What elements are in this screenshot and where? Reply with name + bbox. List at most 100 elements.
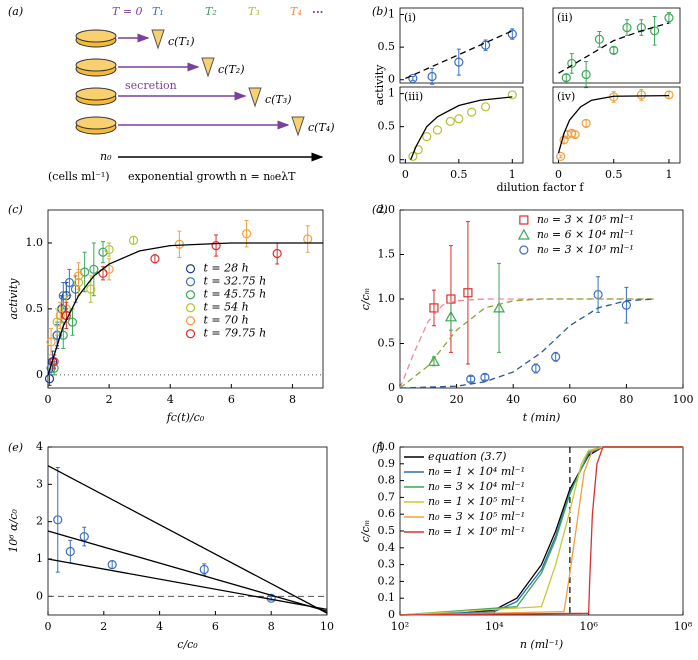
legend-symbol — [185, 303, 196, 313]
error-bar — [431, 289, 436, 327]
data-point — [531, 363, 541, 374]
data-point — [89, 264, 99, 274]
data-point — [649, 26, 660, 36]
legend-label: t = 54 h — [204, 301, 249, 314]
panel-label: (b) — [372, 5, 388, 18]
y-tick-label: 0.8 — [378, 474, 396, 487]
legend-label: n₀ = 3 × 10⁵ ml⁻¹ — [428, 510, 525, 523]
data-point — [150, 254, 160, 264]
axes-frame — [47, 446, 328, 616]
y-tick-label: 0 — [36, 368, 43, 381]
error-bar — [214, 234, 219, 257]
units-label: (cells ml⁻¹) — [48, 170, 110, 183]
error-bar — [82, 526, 87, 547]
legend-label: n₀ = 3 × 10⁵ ml⁻¹ — [537, 213, 634, 226]
error-bar — [70, 308, 75, 336]
data-point — [622, 22, 632, 33]
legend-symbol — [519, 215, 529, 225]
data-point — [581, 69, 591, 80]
data-point — [467, 107, 477, 117]
y-tick-label: 0 — [36, 589, 43, 602]
error-bar — [131, 235, 136, 245]
x-tick-label: 8 — [289, 393, 296, 406]
error-bar — [639, 19, 644, 36]
error-bar — [564, 74, 569, 82]
time-label: T₁ — [152, 5, 164, 18]
error-bar — [584, 119, 589, 128]
x-tick-label: 1 — [509, 168, 516, 181]
x-tick-label: 2 — [106, 393, 113, 406]
data-point — [128, 235, 139, 245]
x-axis-label: fc(t)/c₀ — [166, 411, 205, 424]
subplot-label: (i) — [404, 11, 416, 24]
error-bar — [107, 242, 112, 257]
error-bar — [611, 46, 616, 55]
data-line — [399, 298, 655, 389]
data-point — [493, 301, 506, 313]
subplot-label: (ii) — [557, 11, 573, 24]
data-point — [445, 116, 455, 126]
y-tick-label: 0 — [388, 73, 395, 86]
data-point — [408, 151, 418, 161]
time-label: T₄ — [290, 5, 302, 18]
x-tick-label: 100 — [673, 393, 694, 406]
legend-label: n₀ = 1 × 10⁵ ml⁻¹ — [428, 495, 525, 508]
error-bar — [482, 374, 487, 381]
error-bar — [456, 48, 461, 76]
error-bar — [465, 221, 470, 365]
x-tick-label: 10⁸ — [674, 620, 693, 633]
x-tick-label: 20 — [450, 393, 464, 406]
data-line — [557, 94, 669, 154]
data-point — [507, 90, 517, 100]
y-axis-label: c/cₘ — [359, 520, 372, 543]
data-point — [507, 29, 517, 39]
legend-symbol — [185, 290, 196, 300]
y-tick-label: 0.5 — [378, 337, 396, 350]
y-tick-label: 0.2 — [378, 574, 396, 587]
x-tick-label: 10⁶ — [579, 620, 598, 633]
x-axis-label: t (min) — [523, 411, 561, 424]
y-tick-label: 1 — [388, 8, 395, 21]
data-point — [454, 114, 464, 124]
legend-label: n₀ = 3 × 10⁴ ml⁻¹ — [428, 480, 525, 493]
legend-symbol — [519, 245, 529, 255]
error-bar — [430, 68, 435, 85]
x-axis-label: n (ml⁻¹) — [520, 638, 563, 651]
data-point — [104, 244, 114, 255]
growth-label: exponential growth n = n₀eλT — [128, 170, 296, 183]
legend-label: n₀ = 1 × 10⁶ ml⁻¹ — [428, 525, 525, 538]
error-bar — [275, 242, 280, 265]
data-line — [47, 530, 328, 612]
error-bar — [68, 539, 73, 564]
data-line — [410, 96, 513, 160]
y-tick-label: 0.5 — [26, 302, 44, 315]
panel-label: (d) — [372, 203, 388, 216]
error-bar — [107, 258, 112, 281]
legend-symbol — [517, 228, 530, 240]
axes-frame — [47, 209, 324, 389]
y-tick-label: 0.7 — [378, 490, 396, 503]
error-bar — [558, 154, 563, 159]
error-bar — [305, 225, 310, 253]
data-point — [86, 284, 96, 294]
error-bar — [569, 53, 574, 74]
y-tick-label: 2 — [36, 515, 43, 528]
y-tick-label: 3 — [36, 477, 43, 490]
panel-label: (f) — [372, 441, 385, 454]
error-bar — [448, 302, 453, 331]
x-tick-label: 0 — [402, 168, 409, 181]
error-bar — [666, 91, 671, 99]
data-point — [79, 531, 89, 542]
data-point — [55, 310, 65, 321]
x-tick-label: 0 — [397, 393, 404, 406]
error-bar — [82, 251, 87, 293]
error-bar — [101, 241, 105, 264]
legend-label: n₀ = 3 × 10³ ml⁻¹ — [537, 243, 634, 256]
error-bar — [58, 301, 63, 330]
x-tick-label: 8 — [268, 620, 275, 633]
y-tick-label: 0.9 — [378, 457, 396, 470]
x-tick-label: 80 — [619, 393, 633, 406]
initial-label: n₀ — [100, 150, 112, 163]
y-tick-label: 2.0 — [378, 203, 396, 216]
